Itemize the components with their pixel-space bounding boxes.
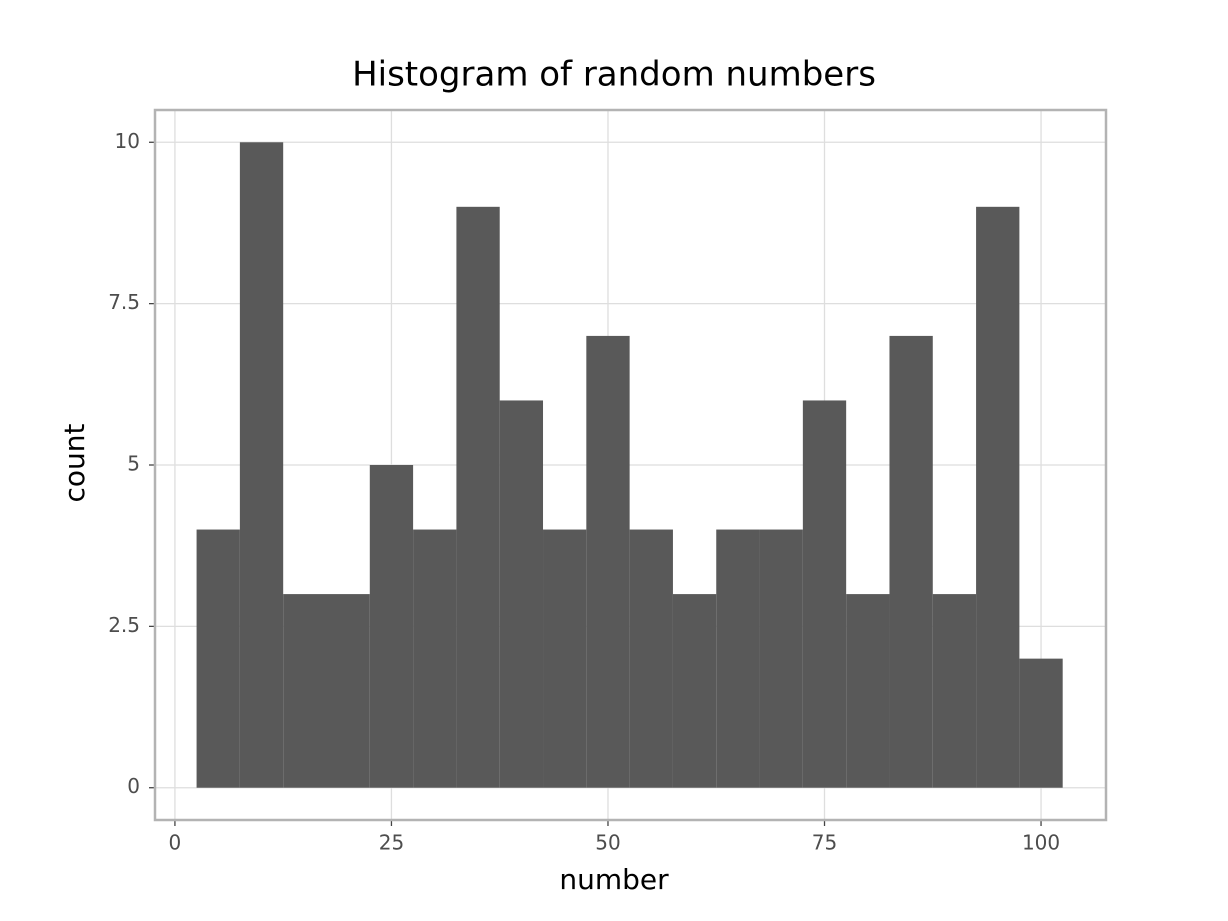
bar: [586, 335, 630, 788]
y-axis-label: count: [58, 423, 91, 502]
plot-border: [153, 108, 1108, 822]
bar: [932, 594, 977, 788]
x-tick-label: 100: [1022, 831, 1060, 855]
bar: [413, 529, 457, 788]
y-tick-label: 5: [127, 452, 140, 476]
y-tick-label: 10: [115, 129, 140, 153]
x-axis-label: number: [559, 863, 669, 896]
bar: [846, 594, 890, 788]
y-tick-label: 7.5: [108, 290, 140, 314]
bar: [196, 529, 240, 788]
bar: [976, 206, 1020, 788]
x-tick-label: 50: [595, 831, 620, 855]
chart-title: Histogram of random numbers: [352, 55, 876, 95]
bar: [543, 529, 587, 788]
bar: [1019, 658, 1063, 788]
bar: [499, 400, 544, 788]
x-tick-label: 25: [379, 831, 404, 855]
bar: [672, 594, 717, 788]
x-tick-label: 75: [812, 831, 837, 855]
bar: [716, 529, 760, 788]
bar: [629, 529, 673, 788]
x-tick-label: 0: [169, 831, 182, 855]
y-tick-label: 0: [127, 774, 140, 798]
bar: [889, 335, 933, 788]
bar: [326, 594, 370, 788]
bar: [369, 465, 414, 788]
bar: [456, 206, 500, 788]
bar: [283, 594, 327, 788]
bar: [802, 400, 847, 788]
y-tick-label: 2.5: [108, 613, 140, 637]
bar: [239, 142, 284, 788]
bar: [759, 529, 803, 788]
